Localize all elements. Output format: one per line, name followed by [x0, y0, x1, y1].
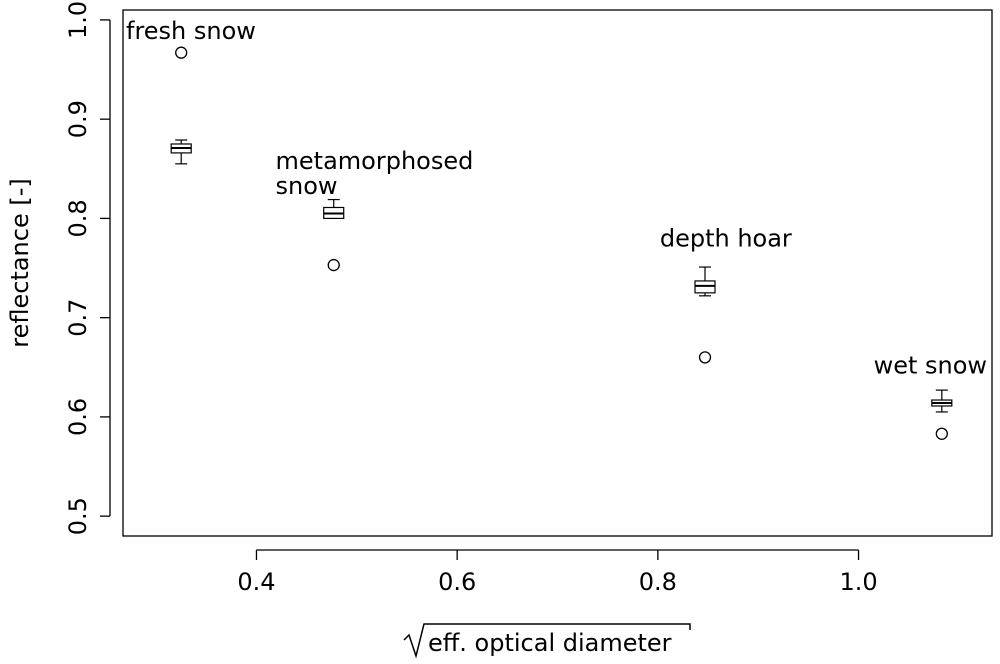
- annotation-line: depth hoar: [660, 224, 792, 252]
- outlier-points: [175, 46, 948, 440]
- outlier-point: [327, 258, 340, 272]
- y-tick-label: 0.6: [64, 398, 92, 436]
- y-tick-label: 0.5: [64, 497, 92, 535]
- annotation-label: wet snow: [874, 351, 987, 379]
- x-axis-label: eff. optical diameter: [428, 629, 672, 657]
- annotation-line: metamorphosed: [276, 147, 474, 175]
- y-tick-label: 0.9: [64, 100, 92, 138]
- boxplot-metamorphosed-snow: [323, 198, 345, 220]
- y-axis: 0.5 0.6 0.7 0.8 0.9 1.0: [64, 1, 111, 535]
- y-axis-label: reflectance [-]: [6, 178, 34, 348]
- annotation-line: snow: [276, 172, 338, 200]
- sqrt-symbol: [403, 623, 691, 659]
- y-tick-label: 0.7: [64, 299, 92, 337]
- plot-frame: [122, 9, 993, 537]
- boxplot-wet-snow: [931, 389, 953, 413]
- y-tick-label: 1.0: [64, 1, 92, 39]
- annotation-label: fresh snow: [126, 17, 256, 45]
- x-tick-label: 0.6: [438, 568, 476, 596]
- outlier-point: [698, 351, 712, 364]
- annotation-line: fresh snow: [126, 17, 256, 45]
- outlier-point: [935, 427, 948, 440]
- x-axis: 0.4 0.6 0.8 1.0: [237, 549, 878, 596]
- x-tick-label: 0.4: [237, 568, 275, 596]
- y-tick-label: 0.8: [64, 199, 92, 237]
- annotations: fresh snow metamorphosed snow depth hoar wet…: [126, 17, 987, 379]
- annotation-line: wet snow: [874, 351, 987, 379]
- annotation-label: metamorphosed snow: [276, 147, 474, 200]
- outlier-point: [175, 46, 188, 59]
- x-tick-label: 0.8: [639, 568, 677, 596]
- x-axis-label-group: eff. optical diameter: [403, 623, 691, 659]
- x-tick-label: 1.0: [839, 568, 877, 596]
- box-series: [170, 139, 953, 413]
- boxplot-fresh-snow: [170, 139, 192, 165]
- boxplot-depth-hoar: [694, 266, 716, 297]
- annotation-label: depth hoar: [660, 224, 792, 252]
